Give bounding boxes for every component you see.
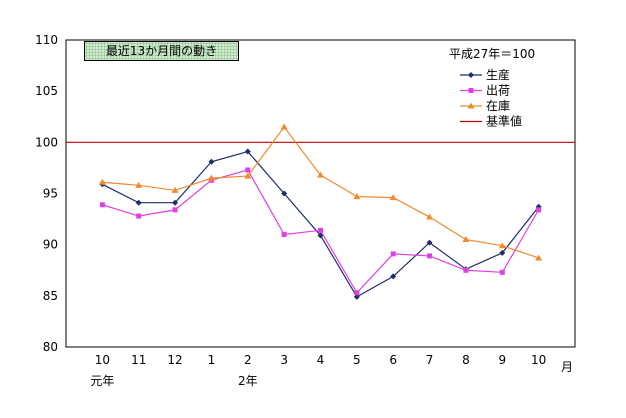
x-tick-label: 12 (167, 353, 182, 367)
legend-label: 出荷 (486, 84, 510, 98)
x-tick-label: 8 (462, 353, 470, 367)
legend-marker (467, 102, 475, 109)
data-point (390, 251, 396, 257)
x-axis: 10 11 12 1 2 3 4 5 6 7 8 9 10 月元年 2年 (90, 353, 573, 388)
legend-marker (468, 88, 474, 93)
y-tick-label: 80 (43, 340, 58, 354)
data-point (280, 123, 288, 130)
data-point (426, 213, 434, 220)
data-point (318, 227, 323, 233)
x-tick-label: 9 (498, 353, 506, 367)
x-tick-label: 6 (389, 353, 397, 367)
series-triangle (98, 123, 543, 261)
data-point (427, 253, 433, 259)
data-point (499, 249, 506, 256)
x-tick-label: 7 (426, 353, 434, 367)
y-tick-label: 105 (35, 84, 58, 98)
data-point (172, 199, 179, 206)
data-point (354, 290, 360, 296)
legend-label: 生産 (486, 67, 510, 82)
data-point (135, 181, 143, 188)
data-point (390, 273, 397, 280)
x-tick-label: 11 (131, 353, 146, 367)
x-tick-label: 5 (353, 353, 361, 367)
era-label: 元年 (90, 374, 114, 388)
data-point (98, 178, 106, 185)
series-group (98, 123, 543, 300)
data-point (353, 193, 361, 200)
x-axis-unit: 月 (561, 360, 573, 374)
data-point (535, 254, 543, 261)
legend-label: 在庫 (486, 99, 510, 113)
base-year-note: 平成27年＝100 (449, 47, 536, 61)
legend-marker (468, 72, 474, 78)
data-point (463, 267, 469, 273)
legend-label: 基準値 (486, 114, 522, 129)
y-tick-label: 90 (43, 238, 58, 252)
data-point (498, 242, 506, 249)
data-point (317, 171, 324, 178)
x-tick-label: 1 (208, 353, 216, 367)
x-tick-label: 2 (244, 353, 252, 367)
data-point (207, 174, 215, 181)
data-point (245, 167, 251, 173)
data-point (244, 172, 252, 179)
y-tick-label: 95 (43, 187, 58, 201)
y-axis: 80 85 90 95 100 105 110 (35, 33, 58, 354)
data-point (462, 236, 470, 243)
data-point (171, 186, 179, 193)
data-point (499, 269, 505, 275)
y-tick-label: 110 (35, 33, 58, 47)
data-point (536, 207, 542, 213)
plot-area (65, 39, 576, 348)
data-point (389, 194, 397, 201)
data-point (244, 148, 251, 155)
data-point (135, 199, 142, 206)
y-tick-label: 85 (43, 289, 58, 303)
data-point (281, 190, 288, 197)
x-tick-label: 10 (95, 353, 110, 367)
data-point (172, 207, 178, 213)
data-point (208, 158, 215, 165)
x-tick-label: 3 (280, 353, 288, 367)
data-point (281, 231, 287, 237)
y-tick-label: 100 (35, 135, 58, 149)
chart-title: 最近13か月間の動き (84, 41, 239, 61)
data-point (426, 239, 433, 246)
era-label: 2年 (238, 374, 258, 388)
data-point (99, 202, 105, 208)
data-point (136, 213, 142, 219)
x-tick-label: 10 (531, 353, 546, 367)
x-tick-label: 4 (317, 353, 325, 367)
data-point (353, 293, 360, 300)
